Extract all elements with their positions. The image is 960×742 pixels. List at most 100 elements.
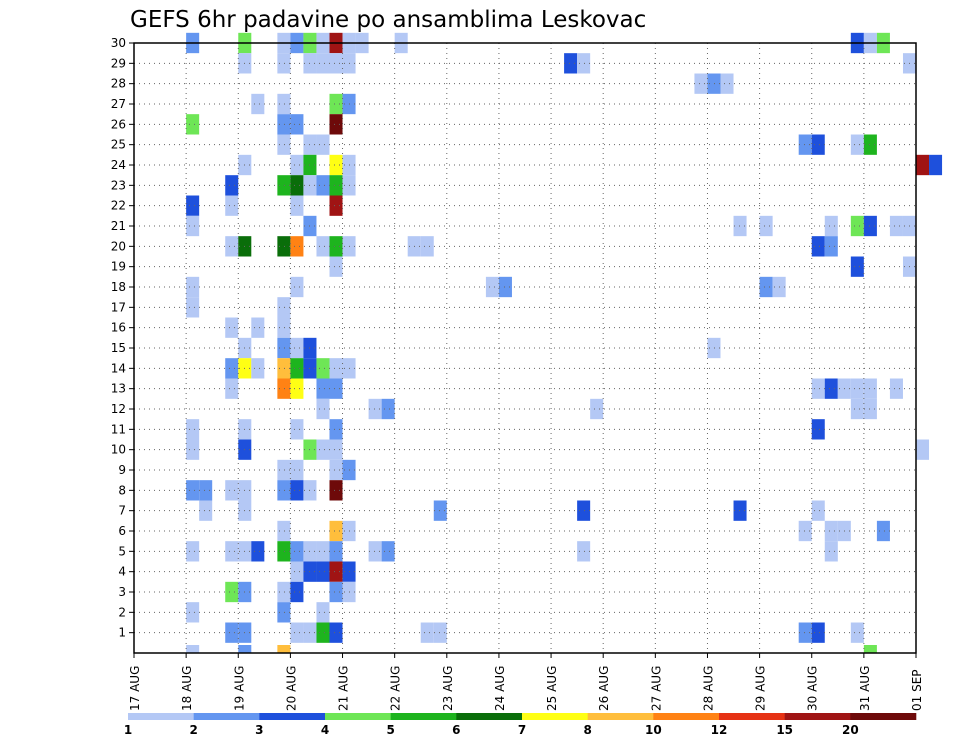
heatmap-cell (277, 317, 291, 338)
heatmap-cell (498, 276, 512, 298)
heatmap-cell (290, 337, 304, 359)
heatmap-cell (290, 175, 304, 196)
x-tick-label: 28 AUG (701, 666, 715, 711)
heatmap-cell (225, 175, 239, 196)
heatmap-cell (290, 480, 304, 501)
heatmap-cell (251, 541, 265, 562)
heatmap-cell (316, 602, 330, 623)
heatmap-cell (850, 215, 864, 237)
legend-label: 2 (189, 723, 197, 737)
heatmap-cell (186, 419, 200, 440)
y-tick-label: 20 (111, 239, 126, 253)
heatmap-cell (889, 378, 903, 399)
y-tick-label: 4 (118, 565, 126, 579)
heatmap-cell (759, 276, 773, 298)
heatmap-cell (290, 561, 304, 582)
heatmap-cell (707, 337, 721, 359)
heatmap-cell (850, 134, 864, 155)
heatmap-cell (381, 541, 395, 562)
heatmap-cell (824, 520, 838, 542)
heatmap-cell (290, 195, 304, 216)
heatmap-cell (420, 236, 434, 257)
y-tick-label: 12 (111, 402, 126, 416)
heatmap-cell (277, 602, 291, 623)
heatmap-cell (329, 53, 343, 74)
y-tick-label: 11 (111, 422, 126, 436)
heatmap-cell (290, 154, 304, 176)
heatmap-cell (798, 622, 812, 643)
heatmap-cell (277, 378, 291, 399)
heatmap-cell (824, 215, 838, 237)
heatmap-cell (251, 317, 265, 338)
x-tick-label: 18 AUG (180, 666, 194, 711)
heatmap-cell (290, 236, 304, 257)
heatmap-cell (225, 358, 239, 379)
x-tick-label: 31 AUG (858, 666, 872, 711)
y-tick-label: 26 (111, 117, 126, 131)
y-tick-label: 17 (111, 300, 126, 314)
chart-title: GEFS 6hr padavine po ansamblima Leskovac (130, 7, 646, 33)
heatmap-cell (577, 500, 591, 521)
y-tick-label: 5 (118, 544, 126, 558)
heatmap-cell (225, 195, 239, 216)
heatmap-cell (316, 236, 330, 257)
legend-swatch (259, 713, 326, 720)
y-tick-label: 24 (111, 158, 126, 172)
heatmap-cell (186, 541, 200, 562)
heatmap-cell (225, 378, 239, 399)
heatmap-cell (329, 93, 343, 115)
legend-swatch (522, 713, 588, 720)
heatmap-cell (329, 114, 343, 135)
heatmap-cell (316, 53, 330, 74)
heatmap-cell (290, 276, 304, 298)
heatmap-cell (186, 297, 200, 318)
heatmap-cell (186, 195, 200, 216)
legend-label: 20 (842, 723, 859, 737)
heatmap-cell (850, 256, 864, 277)
x-tick-label: 26 AUG (597, 666, 611, 711)
heatmap-cell (329, 236, 343, 257)
y-tick-label: 15 (111, 341, 126, 355)
heatmap-cell (251, 358, 265, 379)
heatmap-cell (824, 541, 838, 562)
legend-label: 7 (518, 723, 526, 737)
x-tick-label: 01 SEP (910, 669, 924, 711)
legend-swatch (128, 713, 194, 720)
heatmap-cell (290, 114, 304, 135)
heatmap-cell (577, 541, 591, 562)
x-tick-label: 24 AUG (493, 666, 507, 711)
heatmap-cell (290, 358, 304, 379)
heatmap-cell (420, 622, 434, 643)
legend-swatch (850, 713, 917, 720)
heatmap-cell (186, 215, 200, 237)
legend-label: 8 (583, 723, 591, 737)
y-tick-label: 10 (111, 443, 126, 457)
y-tick-label: 28 (111, 77, 126, 91)
heatmap-cell (863, 378, 877, 399)
y-tick-label: 8 (118, 483, 126, 497)
heatmap-cell (277, 358, 291, 379)
heatmap-cell (277, 53, 291, 74)
heatmap-cell (225, 317, 239, 338)
heatmap-cell (850, 398, 864, 420)
x-tick-label: 29 AUG (754, 666, 768, 711)
y-tick-label: 27 (111, 97, 126, 111)
y-tick-label: 25 (111, 138, 126, 152)
heatmap-cell (876, 520, 890, 542)
legend-swatch (456, 713, 523, 720)
heatmap-cell (811, 622, 825, 643)
y-tick-label: 21 (111, 219, 126, 233)
heatmap-cell (850, 622, 864, 643)
heatmap-cell (316, 622, 330, 643)
heatmap-cell (329, 154, 343, 176)
heatmap-cell (316, 134, 330, 155)
heatmap-cell (316, 175, 330, 196)
heatmap-cell (811, 378, 825, 399)
heatmap-cell (863, 398, 877, 420)
heatmap-cell (277, 236, 291, 257)
heatmap-cell (433, 500, 447, 521)
y-axis-ticks: 1234567891011121314151617181920212223242… (111, 36, 134, 640)
heatmap-cell (798, 134, 812, 155)
heatmap-cell (277, 337, 291, 359)
heatmap-cell (863, 645, 877, 653)
